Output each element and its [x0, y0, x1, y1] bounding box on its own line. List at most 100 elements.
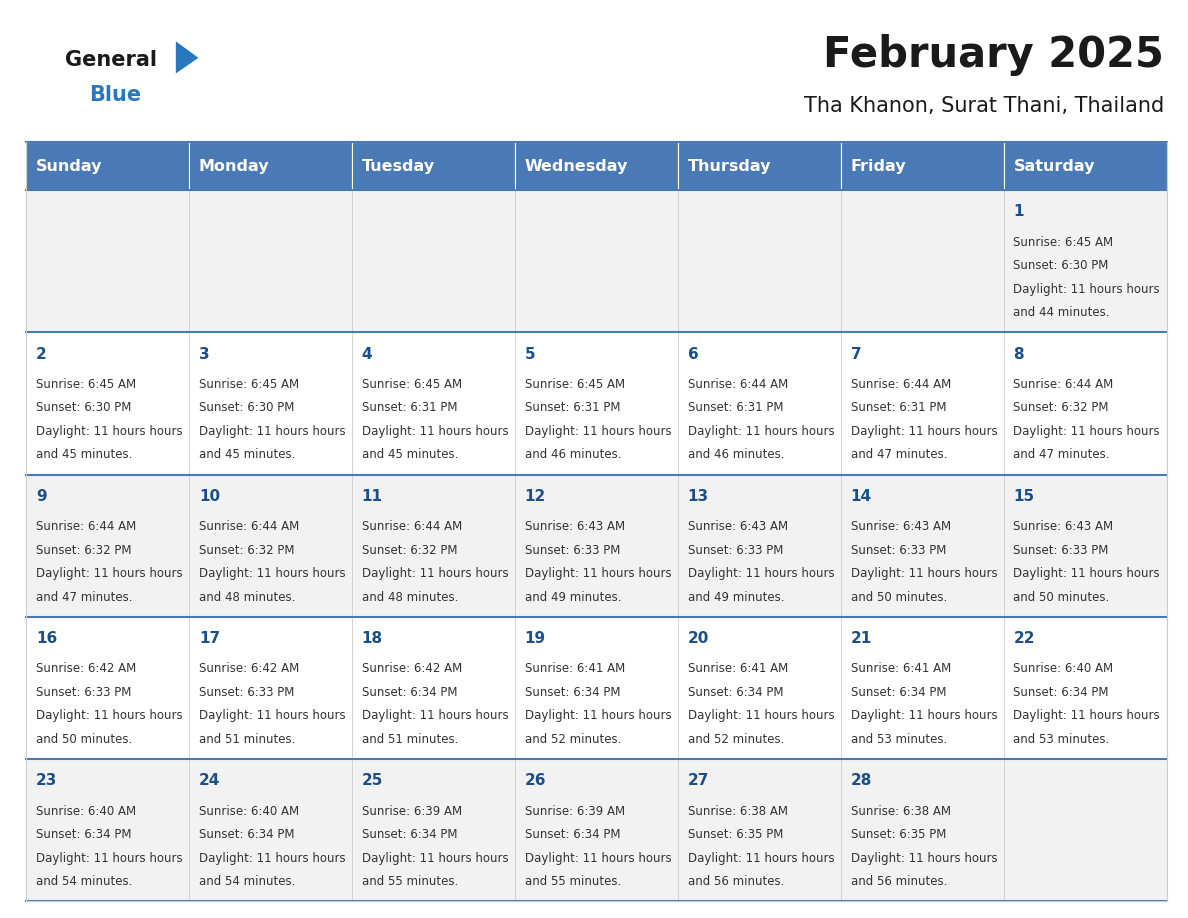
Text: Sunrise: 6:45 AM: Sunrise: 6:45 AM [525, 378, 625, 391]
Text: 6: 6 [688, 347, 699, 362]
Text: 18: 18 [362, 632, 383, 646]
Text: and 47 minutes.: and 47 minutes. [1013, 448, 1110, 461]
Text: Daylight: 11 hours hours: Daylight: 11 hours hours [1013, 283, 1161, 296]
Text: and 52 minutes.: and 52 minutes. [525, 733, 621, 745]
Text: Daylight: 11 hours hours: Daylight: 11 hours hours [36, 567, 183, 580]
Text: February 2025: February 2025 [823, 34, 1164, 76]
Text: 4: 4 [362, 347, 372, 362]
Text: Sunset: 6:32 PM: Sunset: 6:32 PM [198, 543, 295, 556]
Text: Sunset: 6:30 PM: Sunset: 6:30 PM [1013, 259, 1108, 272]
Text: Daylight: 11 hours hours: Daylight: 11 hours hours [198, 567, 346, 580]
Text: Sunrise: 6:45 AM: Sunrise: 6:45 AM [198, 378, 299, 391]
Text: 7: 7 [851, 347, 861, 362]
Text: Sunset: 6:35 PM: Sunset: 6:35 PM [851, 828, 946, 841]
Text: Sunset: 6:33 PM: Sunset: 6:33 PM [525, 543, 620, 556]
Text: Sunrise: 6:38 AM: Sunrise: 6:38 AM [851, 805, 950, 818]
Text: Daylight: 11 hours hours: Daylight: 11 hours hours [851, 852, 997, 865]
Text: Sunset: 6:34 PM: Sunset: 6:34 PM [198, 828, 295, 841]
Text: Sunrise: 6:43 AM: Sunrise: 6:43 AM [851, 521, 950, 533]
Text: Sunrise: 6:44 AM: Sunrise: 6:44 AM [1013, 378, 1113, 391]
Text: Daylight: 11 hours hours: Daylight: 11 hours hours [525, 852, 671, 865]
Text: Daylight: 11 hours hours: Daylight: 11 hours hours [688, 425, 834, 438]
Text: Tuesday: Tuesday [362, 159, 435, 174]
Text: Sunrise: 6:44 AM: Sunrise: 6:44 AM [362, 521, 462, 533]
Text: Sunset: 6:34 PM: Sunset: 6:34 PM [362, 686, 457, 699]
Text: and 50 minutes.: and 50 minutes. [1013, 590, 1110, 603]
Text: Daylight: 11 hours hours: Daylight: 11 hours hours [198, 852, 346, 865]
Text: Sunrise: 6:41 AM: Sunrise: 6:41 AM [525, 663, 625, 676]
Text: General: General [65, 50, 157, 70]
Text: Sunrise: 6:42 AM: Sunrise: 6:42 AM [198, 663, 299, 676]
Text: and 46 minutes.: and 46 minutes. [525, 448, 621, 461]
Text: Sunset: 6:32 PM: Sunset: 6:32 PM [1013, 401, 1108, 414]
Text: Daylight: 11 hours hours: Daylight: 11 hours hours [362, 852, 508, 865]
Text: 1: 1 [1013, 204, 1024, 219]
Text: Tha Khanon, Surat Thani, Thailand: Tha Khanon, Surat Thani, Thailand [804, 95, 1164, 116]
Text: Sunrise: 6:42 AM: Sunrise: 6:42 AM [362, 663, 462, 676]
Text: 2: 2 [36, 347, 46, 362]
Text: Sunrise: 6:43 AM: Sunrise: 6:43 AM [525, 521, 625, 533]
Text: and 46 minutes.: and 46 minutes. [688, 448, 784, 461]
Text: Sunset: 6:34 PM: Sunset: 6:34 PM [36, 828, 132, 841]
Text: and 55 minutes.: and 55 minutes. [362, 875, 459, 888]
Text: and 51 minutes.: and 51 minutes. [362, 733, 459, 745]
Text: Sunrise: 6:41 AM: Sunrise: 6:41 AM [688, 663, 788, 676]
Text: 26: 26 [525, 773, 546, 789]
Text: 19: 19 [525, 632, 545, 646]
Text: and 53 minutes.: and 53 minutes. [851, 733, 947, 745]
Text: Sunset: 6:34 PM: Sunset: 6:34 PM [525, 686, 620, 699]
Text: 11: 11 [362, 488, 383, 504]
Text: 25: 25 [362, 773, 384, 789]
Text: Sunrise: 6:41 AM: Sunrise: 6:41 AM [851, 663, 950, 676]
Text: Sunrise: 6:44 AM: Sunrise: 6:44 AM [198, 521, 299, 533]
Text: and 47 minutes.: and 47 minutes. [36, 590, 132, 603]
Text: 10: 10 [198, 488, 220, 504]
Text: Sunrise: 6:44 AM: Sunrise: 6:44 AM [36, 521, 137, 533]
Text: Blue: Blue [89, 84, 141, 105]
Text: Sunset: 6:30 PM: Sunset: 6:30 PM [36, 401, 132, 414]
Text: and 48 minutes.: and 48 minutes. [198, 590, 295, 603]
Text: Sunset: 6:33 PM: Sunset: 6:33 PM [851, 543, 946, 556]
Text: and 50 minutes.: and 50 minutes. [36, 733, 132, 745]
Text: Sunrise: 6:39 AM: Sunrise: 6:39 AM [525, 805, 625, 818]
Text: Daylight: 11 hours hours: Daylight: 11 hours hours [851, 567, 997, 580]
Text: and 51 minutes.: and 51 minutes. [198, 733, 295, 745]
Text: Monday: Monday [198, 159, 270, 174]
Text: Thursday: Thursday [688, 159, 771, 174]
Text: and 45 minutes.: and 45 minutes. [198, 448, 295, 461]
Text: Sunset: 6:31 PM: Sunset: 6:31 PM [851, 401, 946, 414]
Text: Sunset: 6:34 PM: Sunset: 6:34 PM [688, 686, 783, 699]
Text: and 44 minutes.: and 44 minutes. [1013, 306, 1110, 319]
Text: 23: 23 [36, 773, 57, 789]
Text: 21: 21 [851, 632, 872, 646]
Text: 14: 14 [851, 488, 872, 504]
Text: Sunset: 6:33 PM: Sunset: 6:33 PM [688, 543, 783, 556]
Text: 3: 3 [198, 347, 209, 362]
Text: 17: 17 [198, 632, 220, 646]
Text: Sunrise: 6:40 AM: Sunrise: 6:40 AM [198, 805, 299, 818]
Text: Daylight: 11 hours hours: Daylight: 11 hours hours [1013, 425, 1161, 438]
Text: Daylight: 11 hours hours: Daylight: 11 hours hours [851, 710, 997, 722]
Text: Sunrise: 6:44 AM: Sunrise: 6:44 AM [851, 378, 950, 391]
Text: Sunset: 6:33 PM: Sunset: 6:33 PM [36, 686, 132, 699]
Text: Daylight: 11 hours hours: Daylight: 11 hours hours [1013, 567, 1161, 580]
Text: and 48 minutes.: and 48 minutes. [362, 590, 459, 603]
Text: and 55 minutes.: and 55 minutes. [525, 875, 621, 888]
Text: Saturday: Saturday [1013, 159, 1095, 174]
Text: Wednesday: Wednesday [525, 159, 628, 174]
Text: Daylight: 11 hours hours: Daylight: 11 hours hours [851, 425, 997, 438]
Text: and 53 minutes.: and 53 minutes. [1013, 733, 1110, 745]
Text: Daylight: 11 hours hours: Daylight: 11 hours hours [36, 710, 183, 722]
Text: Friday: Friday [851, 159, 906, 174]
Text: 8: 8 [1013, 347, 1024, 362]
Text: Sunrise: 6:40 AM: Sunrise: 6:40 AM [1013, 663, 1113, 676]
Text: Sunset: 6:31 PM: Sunset: 6:31 PM [525, 401, 620, 414]
Text: Sunrise: 6:40 AM: Sunrise: 6:40 AM [36, 805, 137, 818]
Text: 5: 5 [525, 347, 536, 362]
Text: Daylight: 11 hours hours: Daylight: 11 hours hours [525, 425, 671, 438]
Text: Daylight: 11 hours hours: Daylight: 11 hours hours [36, 425, 183, 438]
Text: Sunset: 6:34 PM: Sunset: 6:34 PM [525, 828, 620, 841]
Text: and 45 minutes.: and 45 minutes. [36, 448, 132, 461]
Text: Sunrise: 6:45 AM: Sunrise: 6:45 AM [1013, 236, 1113, 249]
Text: 28: 28 [851, 773, 872, 789]
